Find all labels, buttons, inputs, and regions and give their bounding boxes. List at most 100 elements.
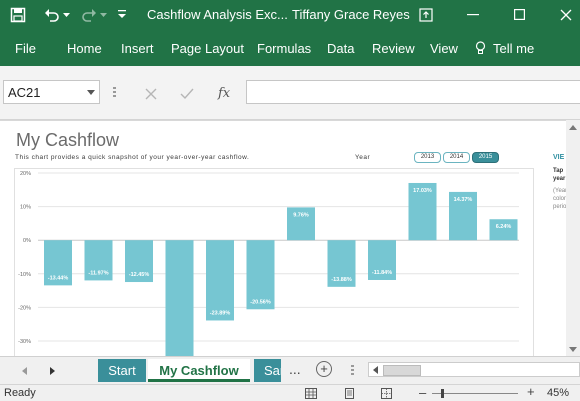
name-box-value: AC21 bbox=[8, 85, 41, 100]
scroll-left-icon[interactable] bbox=[373, 366, 378, 374]
y-tick-label: 0% bbox=[23, 238, 31, 244]
zoom-level[interactable]: 45% bbox=[547, 387, 570, 399]
user-name[interactable]: Tiffany Grace Reyes bbox=[292, 7, 410, 22]
vertical-scrollbar[interactable] bbox=[566, 120, 580, 356]
bar-data-label: 14.37% bbox=[454, 197, 473, 203]
insert-function-button[interactable]: fx bbox=[218, 86, 231, 101]
ribbon-tab-bar: File Home Insert Page Layout Formulas Da… bbox=[0, 31, 580, 66]
bar-data-label: -13.44% bbox=[48, 275, 69, 281]
tell-me-search[interactable]: Tell me bbox=[493, 41, 535, 56]
chart-bar[interactable] bbox=[327, 240, 356, 287]
year-button-2013[interactable]: 2013 bbox=[414, 152, 441, 163]
bar-data-label: -11.84% bbox=[372, 270, 392, 276]
sheet-tab-my-cashflow[interactable]: My Cashflow bbox=[148, 359, 250, 382]
chart-bar[interactable] bbox=[246, 240, 275, 310]
worksheet-area[interactable]: My Cashflow This chart provides a quick … bbox=[0, 120, 567, 356]
cashflow-bar-chart[interactable]: -13.44% -11.97% -12.45% -23.89% -20.56% 9.76%… bbox=[14, 168, 534, 356]
formula-bar: AC21 fx bbox=[0, 66, 580, 120]
formula-input[interactable] bbox=[246, 80, 580, 104]
tab-home[interactable]: Home bbox=[67, 41, 102, 56]
bar-data-label: -13.88% bbox=[331, 277, 352, 283]
side-note: (Year colon perio bbox=[553, 187, 567, 211]
tab-review[interactable]: Review bbox=[372, 41, 415, 56]
view-link[interactable]: VIE bbox=[553, 154, 565, 161]
tab-file[interactable]: File bbox=[15, 41, 36, 56]
sheet-tab-sar[interactable]: Sar bbox=[254, 359, 281, 382]
undo-icon[interactable] bbox=[44, 7, 60, 23]
chart-bar[interactable] bbox=[449, 191, 477, 241]
zoom-out-button[interactable]: – bbox=[419, 385, 427, 400]
tab-data[interactable]: Data bbox=[327, 41, 355, 56]
bar-data-label: -11.97% bbox=[88, 270, 108, 276]
y-tick-label: 10% bbox=[20, 205, 31, 211]
page-break-view-icon[interactable] bbox=[381, 388, 392, 399]
report-top-border bbox=[0, 120, 566, 121]
tab-page-layout[interactable]: Page Layout bbox=[171, 41, 245, 56]
ribbon-display-icon[interactable] bbox=[419, 8, 433, 22]
year-button-2014[interactable]: 2014 bbox=[443, 152, 470, 163]
side-text-line: year bbox=[553, 176, 566, 182]
y-tick-label: 20% bbox=[20, 171, 31, 177]
zoom-slider-thumb[interactable] bbox=[441, 389, 444, 398]
title-bar: Cashflow Analysis Exc... Tiffany Grace R… bbox=[0, 0, 580, 31]
chart-bar[interactable] bbox=[206, 240, 234, 321]
tab-view[interactable]: View bbox=[430, 41, 458, 56]
chart-bar[interactable] bbox=[368, 240, 396, 280]
customize-toolbar-icon[interactable] bbox=[118, 10, 126, 19]
scroll-tabs-left-icon[interactable] bbox=[22, 367, 27, 375]
undo-dropdown-icon[interactable] bbox=[63, 13, 70, 18]
lightbulb-icon[interactable] bbox=[475, 41, 486, 55]
chart-frame bbox=[14, 168, 534, 356]
chart-bar[interactable] bbox=[489, 219, 518, 241]
redo-dropdown-icon[interactable] bbox=[100, 13, 107, 18]
bar-data-label: -12.45% bbox=[129, 272, 150, 278]
minimize-icon[interactable] bbox=[467, 14, 479, 16]
chart-bar[interactable] bbox=[84, 240, 113, 281]
cancel-entry-icon[interactable] bbox=[145, 88, 157, 100]
year-label: Year bbox=[355, 154, 371, 161]
zoom-slider-track[interactable] bbox=[432, 393, 518, 394]
tab-split-handle[interactable] bbox=[351, 365, 354, 377]
side-text-line: perio bbox=[553, 204, 567, 210]
report-title: My Cashflow bbox=[16, 130, 120, 150]
bar-data-label: 9.76% bbox=[293, 212, 309, 218]
add-sheet-button[interactable]: + bbox=[316, 361, 332, 377]
chevron-down-icon[interactable] bbox=[87, 90, 95, 95]
scroll-up-icon[interactable] bbox=[569, 125, 577, 130]
chart-bar[interactable] bbox=[287, 207, 315, 241]
tab-insert[interactable]: Insert bbox=[121, 41, 154, 56]
sheet-tab-start[interactable]: Start bbox=[98, 359, 146, 382]
resize-handle[interactable] bbox=[113, 87, 116, 99]
name-box[interactable]: AC21 bbox=[3, 80, 100, 104]
bar-data-label: -23.89% bbox=[210, 310, 231, 316]
y-tick-label: -30% bbox=[18, 339, 31, 345]
close-icon[interactable] bbox=[560, 9, 572, 21]
more-sheets-button[interactable]: ... bbox=[289, 361, 301, 377]
chart-bar[interactable] bbox=[125, 240, 153, 283]
window-title: Cashflow Analysis Exc... bbox=[147, 7, 288, 22]
horizontal-scrollbar[interactable] bbox=[368, 362, 580, 377]
status-text: Ready bbox=[4, 387, 36, 399]
status-bar: Ready – + 45% bbox=[0, 384, 580, 401]
side-text-line: colon bbox=[553, 196, 567, 202]
y-tick-label: -10% bbox=[18, 272, 31, 278]
chart-bar[interactable] bbox=[165, 240, 194, 356]
report-subtitle: This chart provides a quick snapshot of … bbox=[15, 154, 250, 161]
normal-view-icon[interactable] bbox=[305, 388, 317, 399]
y-tick-label: -20% bbox=[18, 305, 31, 311]
zoom-in-button[interactable]: + bbox=[527, 384, 535, 399]
redo-icon[interactable] bbox=[81, 7, 97, 23]
sheet-tab-bar: Start My Cashflow Sar ... + bbox=[0, 356, 580, 385]
maximize-icon[interactable] bbox=[514, 9, 525, 20]
confirm-entry-icon[interactable] bbox=[180, 88, 194, 100]
scroll-tabs-right-icon[interactable] bbox=[50, 367, 55, 375]
chart-bar[interactable] bbox=[408, 182, 437, 241]
year-button-2015[interactable]: 2015 bbox=[472, 152, 499, 163]
bar-data-label: 17.03% bbox=[413, 188, 432, 194]
scroll-thumb[interactable] bbox=[383, 365, 421, 376]
tab-formulas[interactable]: Formulas bbox=[257, 41, 312, 56]
chart-bar[interactable] bbox=[44, 240, 72, 286]
save-icon[interactable] bbox=[10, 7, 26, 23]
scroll-down-icon[interactable] bbox=[569, 347, 577, 352]
page-layout-view-icon[interactable] bbox=[344, 388, 355, 399]
